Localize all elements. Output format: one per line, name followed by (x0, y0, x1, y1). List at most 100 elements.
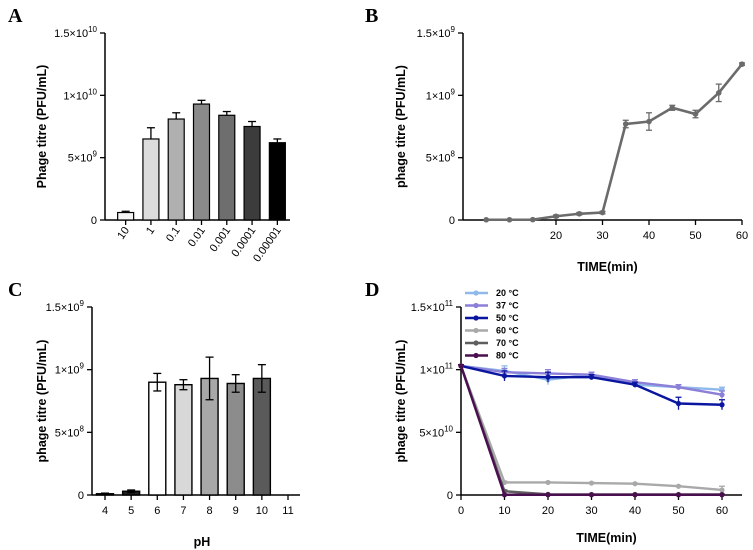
panel-d-legend-marker (473, 352, 479, 359)
panel-d-data-point (719, 487, 725, 493)
panel-d-data-point (458, 363, 464, 369)
panel-c-x-tick-label: 6 (154, 505, 160, 517)
panel-d-x-tick-label: 0 (458, 505, 464, 517)
panel-d-y-tick-label: 1.5×1011 (411, 299, 454, 314)
panel-d-data-point (632, 382, 638, 388)
panel-b-x-tick-label: 60 (736, 230, 748, 242)
panel-b-data-point (622, 121, 629, 127)
panel-d-data-point (632, 481, 638, 487)
panel-a-bar (268, 142, 286, 221)
panel-d-y-axis-label: phage titre (PFU/mL) (394, 340, 408, 463)
panel-b-data-point (506, 216, 513, 223)
panel-c-chart: 0 5×108 1×109 1.5×109 phage titre (PFU/mL) 4 5… (35, 299, 300, 549)
panel-b-x-tick-label: 20 (550, 230, 562, 242)
panel-a-y-tick-label: 1×1010 (63, 87, 97, 102)
panel-d-y-tick-label: 5×1010 (419, 424, 453, 439)
panel-a-bar (167, 118, 185, 221)
panel-d-data-point (501, 479, 508, 486)
panel-c-x-axis-label: pH (194, 535, 211, 549)
panel-b-series-line (486, 63, 744, 222)
panel-letter-d: D (365, 279, 379, 301)
panel-c-x-tick-label: 9 (233, 505, 239, 517)
panel-b-data-point (599, 209, 606, 216)
panel-d-legend-label: 80 °C (496, 351, 519, 361)
panel-d-y-tick-label: 0 (447, 490, 453, 502)
panel-d-data-point (501, 373, 508, 379)
panel-c-y-axis-label: phage titre (PFU/mL) (35, 340, 49, 463)
panel-c-y-tick-label: 0 (78, 490, 84, 502)
panel-a-bar (142, 138, 160, 221)
panel-letter-c: C (8, 279, 22, 301)
panel-d-data-point (675, 384, 682, 390)
panel-b-data-point (646, 118, 652, 125)
panel-c-y-tick-label: 5×108 (55, 424, 85, 439)
panel-d-data-point (675, 492, 682, 498)
panel-letter-a: A (8, 5, 23, 27)
panel-b-data-point (483, 216, 490, 223)
panel-a-bar (192, 103, 211, 221)
panel-c-x-tick-label: 5 (128, 505, 134, 517)
panel-c-x-tick-label: 4 (102, 505, 108, 517)
panel-d-legend-marker (473, 315, 479, 321)
panel-d-data-point (501, 492, 508, 498)
panel-d-legend-marker (473, 290, 479, 296)
panel-a-x-tick-label: 0.1 (164, 225, 183, 244)
panel-c-y-tick-label: 1.5×109 (46, 299, 85, 314)
panel-b-y-tick-label: 1.5×109 (417, 25, 456, 40)
panel-d-data-point (719, 492, 725, 498)
panel-b-data-point (553, 213, 559, 220)
panel-d-x-tick-label: 40 (629, 505, 641, 517)
panel-b-y-tick-label: 1×109 (426, 87, 456, 102)
panel-b-data-point (576, 210, 583, 217)
panel-d-legend-label: 20 °C (496, 288, 519, 298)
panel-d-legend-marker (473, 302, 479, 309)
panel-b-data-point (669, 105, 676, 111)
panel-d-x-tick-label: 10 (498, 505, 510, 517)
panel-b-data-point (739, 61, 745, 67)
panel-d-series-line (459, 365, 723, 492)
panel-d-data-point (588, 374, 595, 380)
panel-a-x-tick-label: 1 (144, 225, 157, 237)
panel-b-data-point (529, 216, 536, 223)
panel-d-x-tick-label: 30 (585, 505, 597, 517)
panel-d-series-line (459, 365, 722, 496)
panel-c-bar (226, 382, 245, 496)
panel-a-x-tick-label: 0.01 (186, 225, 208, 249)
panel-b-y-tick-label: 0 (449, 215, 455, 227)
panel-c-bar (252, 377, 272, 496)
panel-d-data-point (632, 492, 638, 498)
panel-a-y-tick-label: 0 (91, 215, 97, 227)
panel-d-data-point (545, 492, 551, 498)
panel-d-legend-marker (473, 340, 479, 346)
panel-d-x-axis-label: TIME(min) (576, 531, 636, 545)
panel-c-x-tick-label: 11 (282, 505, 293, 517)
panel-b-x-axis-label: TIME(min) (577, 260, 637, 274)
panel-a-chart: 0 5×109 1×1010 1.5×1010 Phage titre (PFU/mL)… (35, 25, 290, 264)
panel-d-x-tick-label: 60 (716, 505, 728, 517)
panel-b-data-point (715, 90, 722, 96)
panel-c-x-tick-label: 10 (256, 505, 268, 517)
panel-d-data-point (719, 392, 725, 398)
panel-d-data-point (588, 492, 595, 498)
panel-b-x-tick-label: 40 (643, 230, 655, 242)
panel-c-x-tick-label: 7 (180, 505, 186, 517)
panel-d-data-point (545, 479, 551, 486)
panel-c-x-tick-label: 8 (207, 505, 213, 517)
panel-b-y-axis-label: phage titre (PFU/mL) (394, 65, 408, 188)
panel-d-x-tick-label: 20 (542, 505, 554, 517)
panel-c-bar (148, 381, 167, 496)
panel-b-chart: 0 5×108 1×109 1.5×109 phage titre (PFU/mL) 20… (394, 25, 748, 274)
panel-c-y-tick-label: 1×109 (55, 362, 85, 377)
panel-d-data-point (545, 374, 551, 380)
panel-a-x-tick-label: 0.001 (208, 225, 234, 254)
panel-d-chart: 0 5×1010 1×1011 1.5×1011 phage titre (PFU/mL… (394, 288, 742, 545)
panel-a-bar (117, 211, 135, 221)
panel-a-bar (243, 125, 261, 221)
panel-d-legend-label: 70 °C (496, 338, 519, 348)
panel-b-x-tick-label: 50 (689, 230, 701, 242)
panel-a-y-axis-label: Phage titre (PFU/mL) (35, 65, 49, 189)
panel-d-legend-label: 37 °C (496, 301, 519, 311)
panel-a-y-tick-label: 1.5×1010 (54, 25, 97, 40)
panel-c-bar (174, 384, 193, 496)
